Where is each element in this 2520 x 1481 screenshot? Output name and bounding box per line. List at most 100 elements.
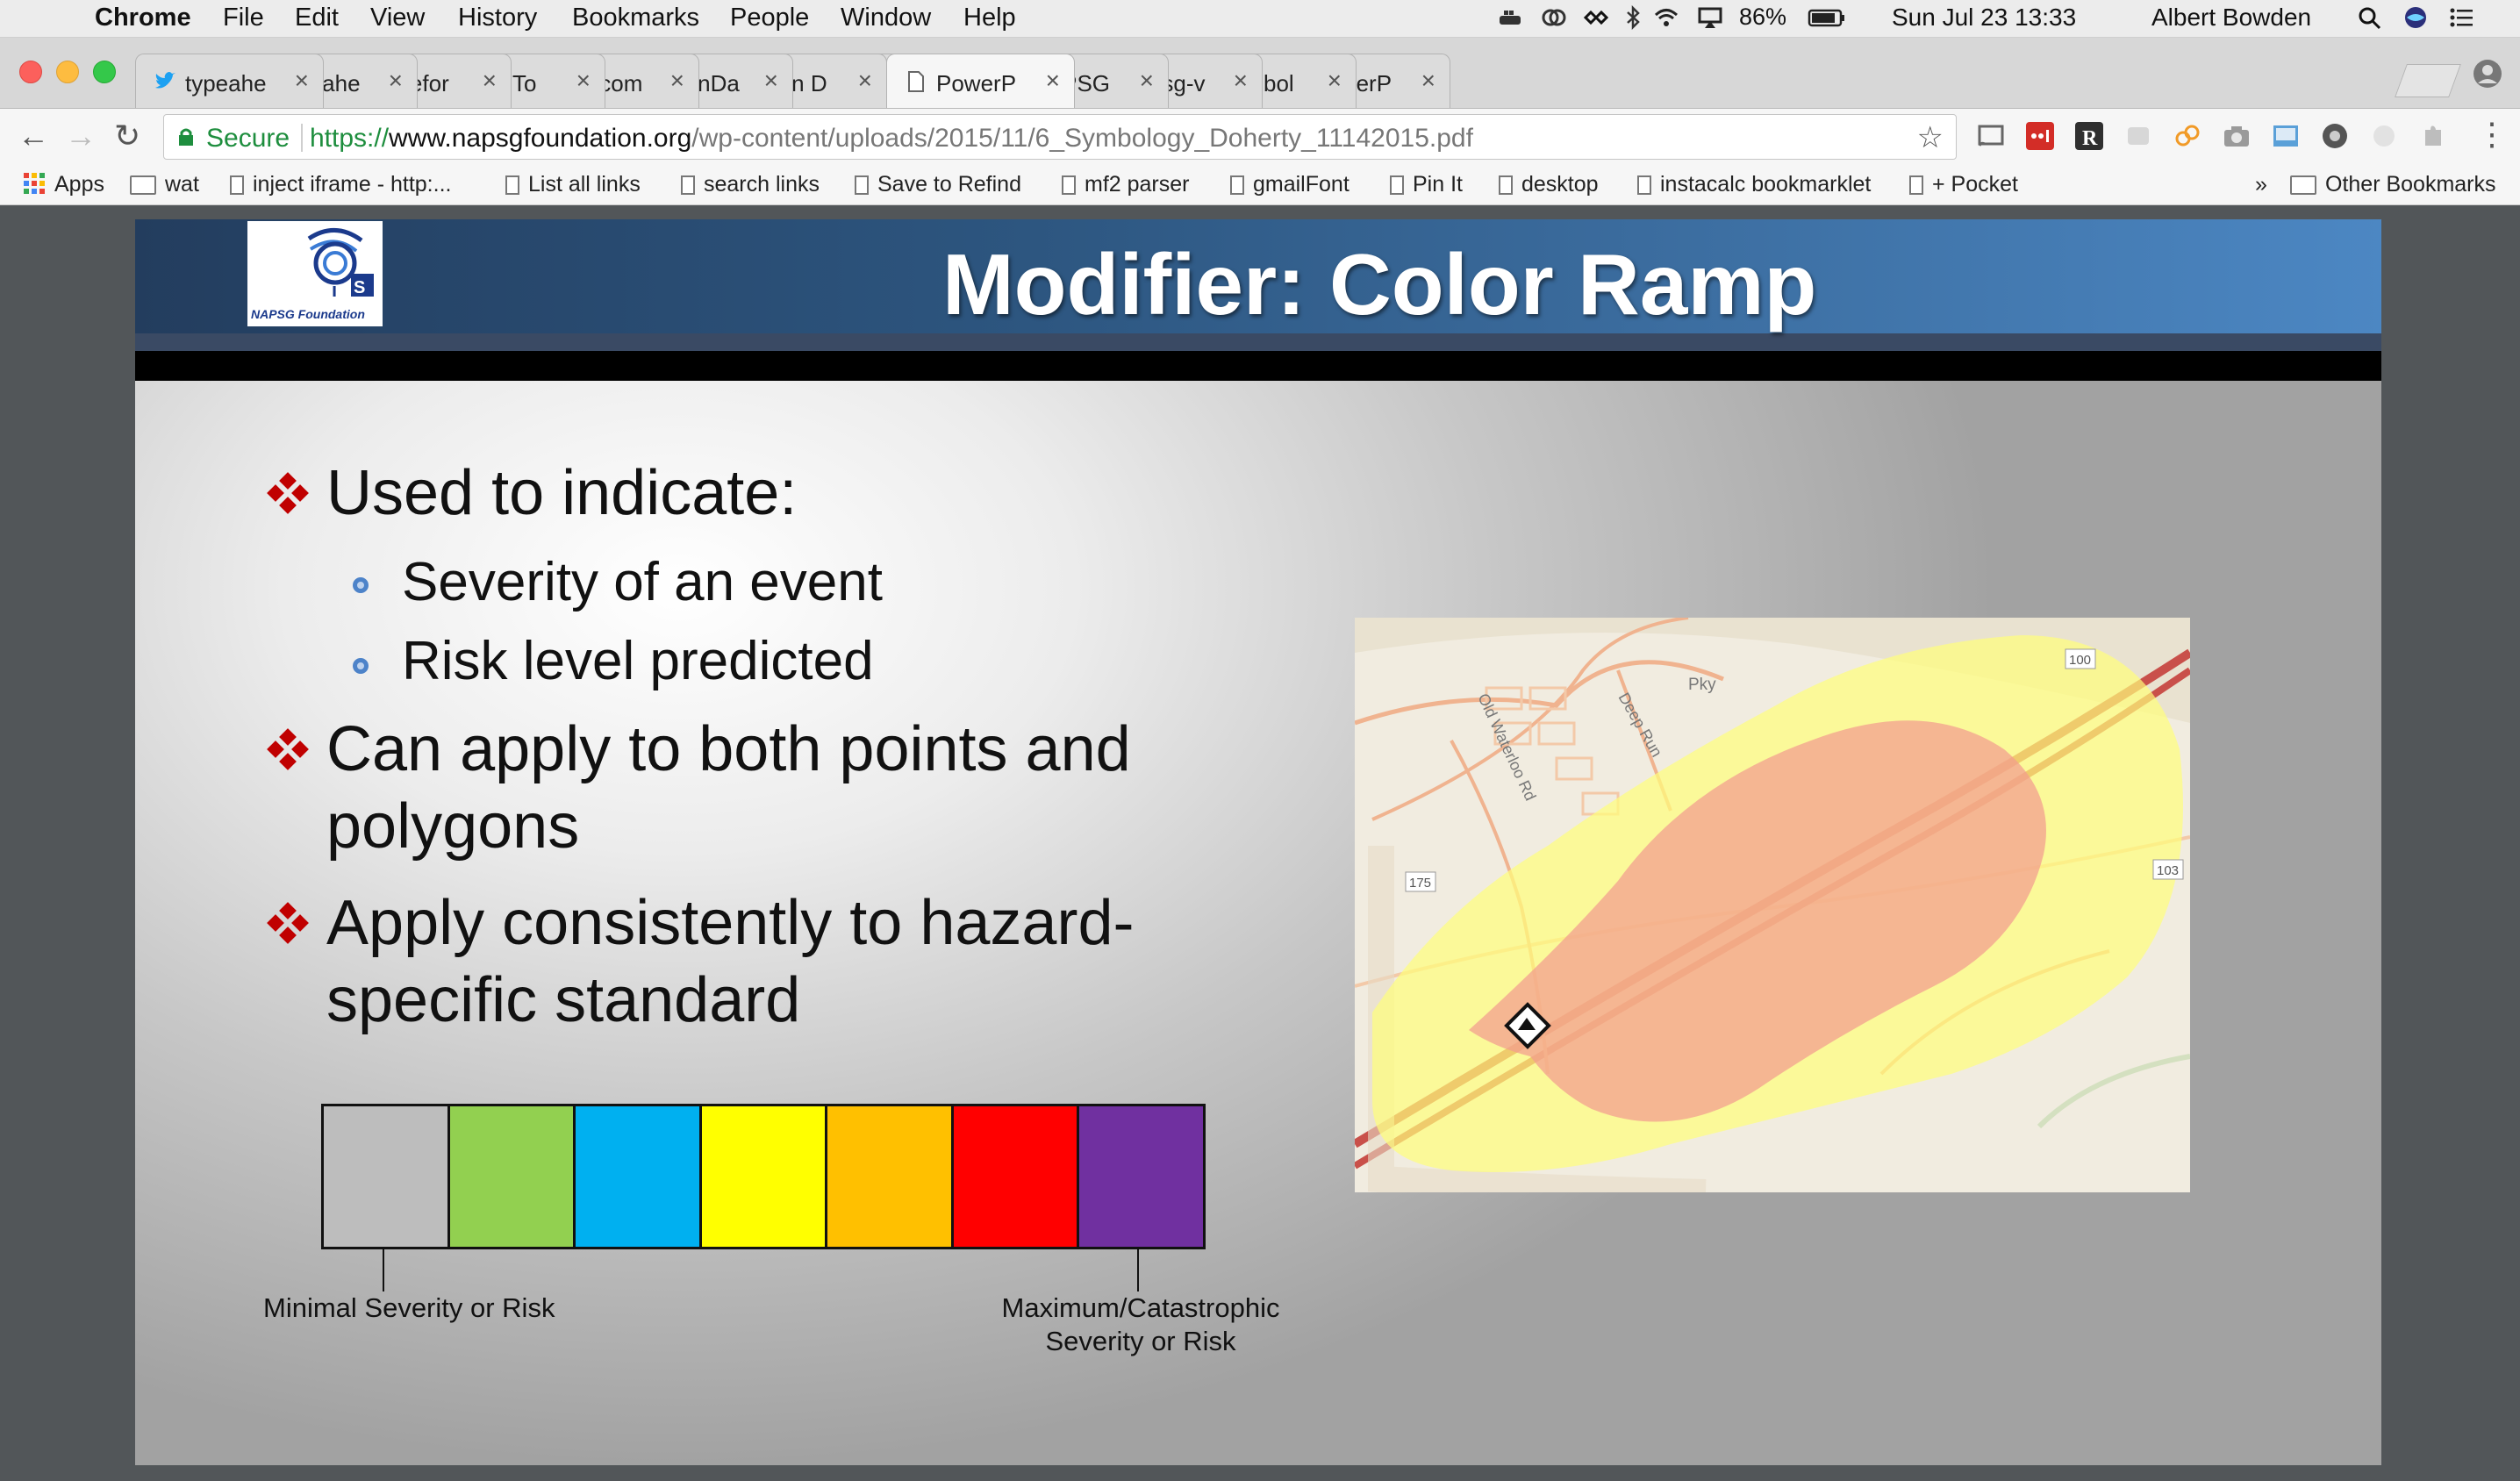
bluetooth-icon[interactable] bbox=[1620, 5, 1646, 30]
folder-icon bbox=[2290, 175, 2316, 195]
page-icon bbox=[855, 175, 869, 195]
bookmark-folder-wat[interactable]: wat bbox=[130, 172, 199, 197]
bookmark-gmailfont[interactable]: gmailFont bbox=[1230, 172, 1349, 197]
puzzle-extension-icon[interactable] bbox=[2418, 121, 2448, 151]
infinity-icon[interactable] bbox=[1583, 5, 1609, 30]
bookmark-mf2-parser[interactable]: mf2 parser bbox=[1062, 172, 1189, 197]
bullet-used-to-indicate: Used to indicate: bbox=[326, 458, 798, 528]
window-zoom-button[interactable] bbox=[93, 61, 116, 83]
bookmark-pocket[interactable]: + Pocket bbox=[1909, 172, 2018, 197]
window-minimize-button[interactable] bbox=[56, 61, 79, 83]
faded-extension-icon[interactable] bbox=[2369, 121, 2399, 151]
bookmark-star-icon[interactable]: ☆ bbox=[1916, 121, 1944, 154]
menu-bookmarks[interactable]: Bookmarks bbox=[572, 4, 700, 32]
tab-label: PowerP bbox=[936, 70, 1017, 97]
ramp-swatch bbox=[576, 1106, 702, 1247]
pdf-viewer[interactable]: S i NAPSG Foundation Modifier: Color Ram… bbox=[0, 205, 2520, 1481]
bookmark-save-to-refind[interactable]: Save to Refind bbox=[855, 172, 1021, 197]
battery-icon[interactable] bbox=[1808, 5, 1846, 30]
menu-help[interactable]: Help bbox=[963, 4, 1016, 32]
page-icon bbox=[1230, 175, 1244, 195]
menu-edit[interactable]: Edit bbox=[295, 4, 339, 32]
menu-app-chrome[interactable]: Chrome bbox=[95, 4, 191, 32]
back-button[interactable]: ← bbox=[18, 118, 49, 154]
browser-toolbar: ← → ↻ Secure https://www.napsgfoundation… bbox=[0, 109, 2520, 165]
creative-cloud-icon[interactable] bbox=[1541, 5, 1567, 30]
bookmark-pin-it[interactable]: Pin It bbox=[1390, 172, 1463, 197]
header-black-band bbox=[135, 351, 2381, 381]
spotlight-search-icon[interactable] bbox=[2357, 5, 2383, 30]
page-icon bbox=[505, 175, 519, 195]
menu-file[interactable]: File bbox=[223, 4, 264, 32]
readability-icon[interactable]: R bbox=[2074, 121, 2104, 151]
tab-close-icon[interactable]: × bbox=[576, 67, 591, 94]
menu-view[interactable]: View bbox=[370, 4, 426, 32]
bookmark-search-links[interactable]: search links bbox=[681, 172, 820, 197]
browser-tab[interactable]: PowerP × bbox=[886, 54, 1075, 108]
tab-close-icon[interactable]: × bbox=[482, 67, 497, 94]
camera-icon[interactable] bbox=[2222, 121, 2252, 151]
url-text[interactable]: https://www.napsgfoundation.org/wp-conte… bbox=[310, 124, 1473, 153]
tab-close-icon[interactable]: × bbox=[1421, 67, 1435, 94]
header-strip bbox=[135, 333, 2381, 351]
bookmarks-overflow-chevron[interactable]: » bbox=[2255, 172, 2267, 197]
cast-icon[interactable] bbox=[1976, 121, 2006, 151]
twitter-icon bbox=[155, 72, 175, 89]
new-tab-button[interactable] bbox=[2395, 64, 2461, 97]
tab-close-icon[interactable]: × bbox=[857, 67, 872, 94]
screenshot-icon[interactable] bbox=[2271, 121, 2301, 151]
bookmark-desktop[interactable]: desktop bbox=[1499, 172, 1599, 197]
napsg-logo-graphic: S i bbox=[307, 228, 374, 301]
notification-center-icon[interactable] bbox=[2448, 5, 2474, 30]
folder-icon bbox=[130, 175, 156, 195]
page-icon bbox=[1909, 175, 1923, 195]
bookmark-other-bookmarks[interactable]: Other Bookmarks bbox=[2290, 172, 2496, 197]
wifi-icon[interactable] bbox=[1653, 5, 1679, 30]
ramp-swatch bbox=[324, 1106, 450, 1247]
forward-button[interactable]: → bbox=[65, 118, 97, 154]
tab-close-icon[interactable]: × bbox=[1327, 67, 1342, 94]
tab-close-icon[interactable]: × bbox=[294, 67, 309, 94]
tab-close-icon[interactable]: × bbox=[1045, 67, 1060, 94]
bookmark-apps[interactable]: Apps bbox=[23, 172, 104, 197]
tab-label: typeahe bbox=[185, 70, 267, 97]
profile-avatar-icon[interactable] bbox=[2473, 59, 2502, 89]
napsg-logo: S i NAPSG Foundation bbox=[247, 221, 383, 326]
address-bar[interactable]: Secure https://www.napsgfoundation.org/w… bbox=[163, 114, 1957, 160]
lastpass-icon[interactable] bbox=[2025, 121, 2055, 151]
window-close-button[interactable] bbox=[19, 61, 42, 83]
red-diamond-bullet-icon bbox=[267, 728, 309, 770]
airplay-icon[interactable] bbox=[1697, 5, 1723, 30]
page-icon bbox=[1637, 175, 1651, 195]
tab-close-icon[interactable]: × bbox=[388, 67, 403, 94]
tab-close-icon[interactable]: × bbox=[763, 67, 778, 94]
user-name[interactable]: Albert Bowden bbox=[2151, 4, 2312, 31]
extension-gray-icon[interactable] bbox=[2123, 121, 2153, 151]
reload-button[interactable]: ↻ bbox=[114, 118, 141, 154]
red-diamond-bullet-icon bbox=[267, 902, 309, 944]
svg-text:S: S bbox=[354, 278, 365, 297]
svg-text:i: i bbox=[332, 279, 337, 301]
slide-title: Modifier: Color Ramp bbox=[942, 236, 1817, 333]
menu-window[interactable]: Window bbox=[841, 4, 932, 32]
tab-strip: typeahe×typeahe×codefor×000-To×Welcom×Op… bbox=[0, 38, 2520, 109]
chrome-menu-icon[interactable]: ⋮ bbox=[2476, 116, 2508, 152]
map-label-pky: Pky bbox=[1688, 676, 1716, 694]
menu-history[interactable]: History bbox=[458, 4, 538, 32]
svg-text:R: R bbox=[2082, 127, 2098, 150]
tab-close-icon[interactable]: × bbox=[669, 67, 684, 94]
menu-people[interactable]: People bbox=[730, 4, 810, 32]
bookmark-list-all-links[interactable]: List all links bbox=[505, 172, 641, 197]
bookmark-inject-iframe[interactable]: inject iframe - http:... bbox=[230, 172, 451, 197]
ramp-swatch bbox=[701, 1106, 828, 1247]
lock-icon bbox=[179, 128, 193, 146]
browser-tab[interactable]: typeahe × bbox=[135, 54, 324, 108]
tab-close-icon[interactable]: × bbox=[1233, 67, 1248, 94]
dark-extension-icon[interactable] bbox=[2320, 121, 2350, 151]
link-extension-icon[interactable] bbox=[2173, 121, 2202, 151]
siri-icon[interactable] bbox=[2402, 5, 2429, 30]
docker-icon[interactable] bbox=[1497, 5, 1523, 30]
tab-close-icon[interactable]: × bbox=[1139, 67, 1154, 94]
bookmark-instacalc[interactable]: instacalc bookmarklet bbox=[1637, 172, 1871, 197]
clock[interactable]: Sun Jul 23 13:33 bbox=[1892, 4, 2077, 31]
